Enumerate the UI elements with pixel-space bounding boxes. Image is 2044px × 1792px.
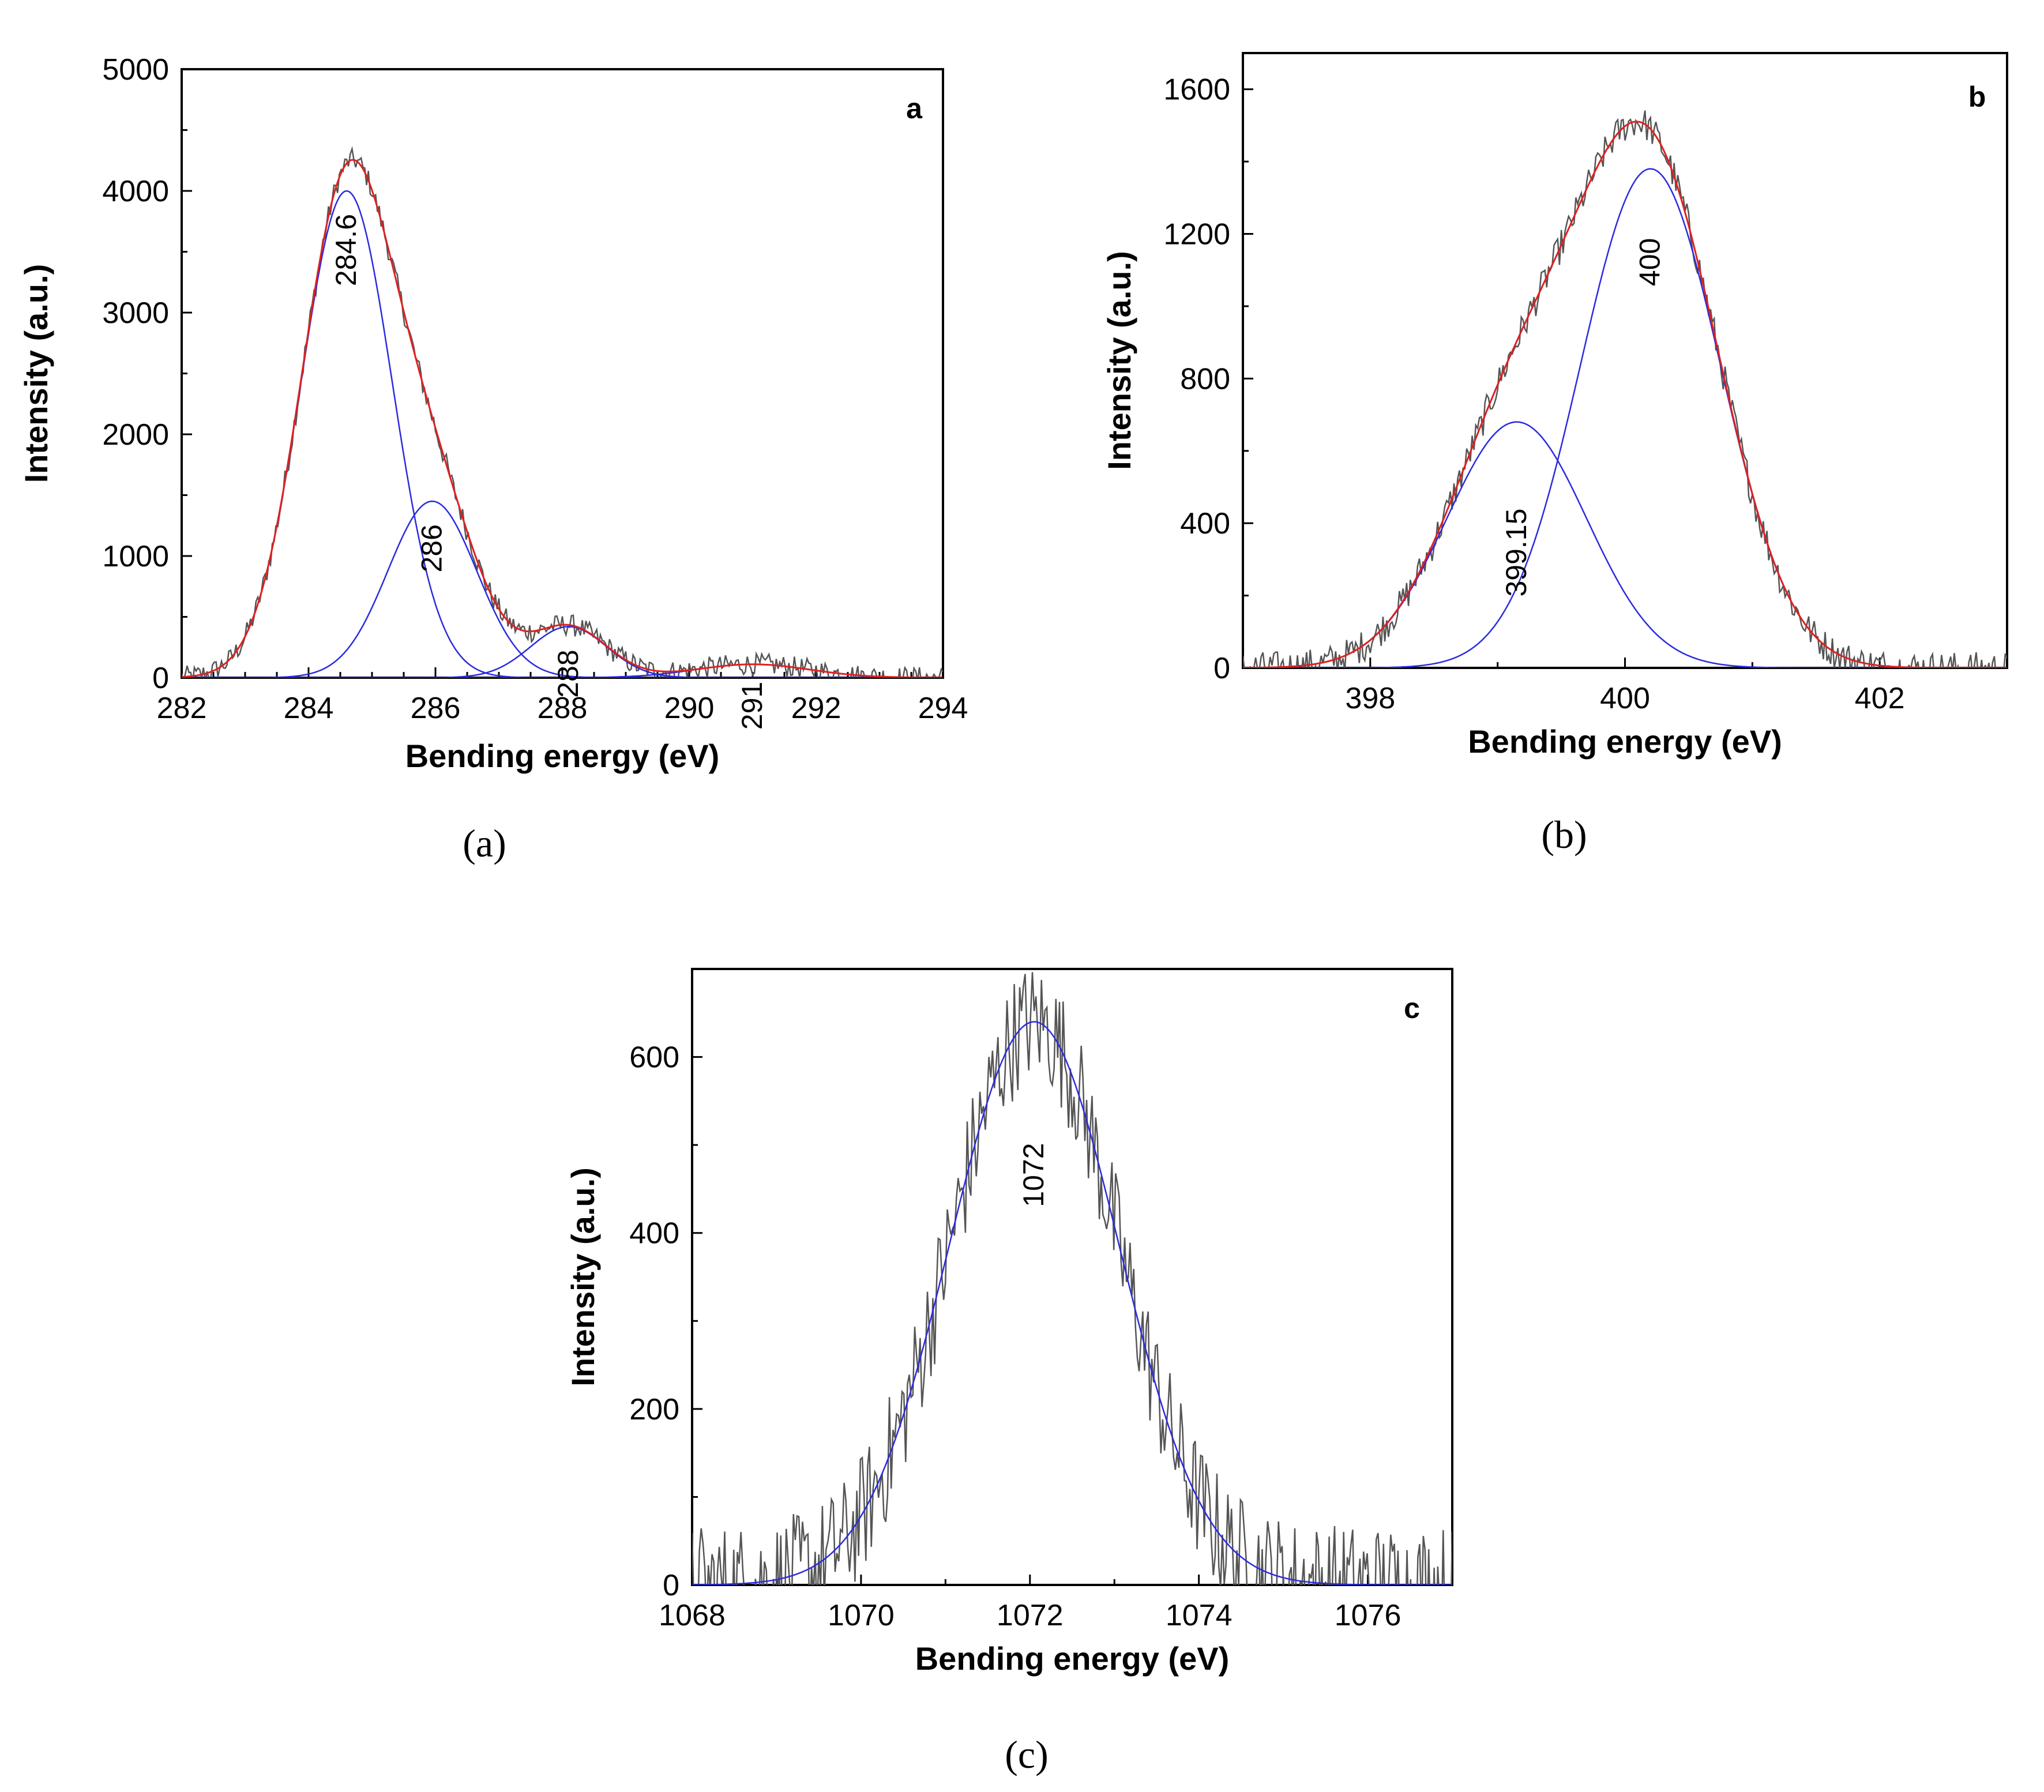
x-axis-title: Bending energy (eV) xyxy=(405,738,720,774)
y-tick-label: 200 xyxy=(629,1393,679,1426)
plot-area xyxy=(1243,110,2007,668)
panel-caption: (c) xyxy=(1005,1733,1048,1776)
fit-envelope-line xyxy=(1243,121,2007,668)
chart-panel-a: 282 284 286 288 290 292 294 0 1000 2000 3000 4000 50… xyxy=(18,53,968,865)
plot-area xyxy=(692,972,1452,1585)
y-tick-label: 4000 xyxy=(102,175,169,208)
peak-label: 1072 xyxy=(1017,1143,1050,1207)
x-tick-label: 294 xyxy=(918,692,968,725)
plot-area xyxy=(182,146,943,678)
y-tick-label: 2000 xyxy=(102,418,169,452)
x-tick-label: 1076 xyxy=(1335,1599,1402,1632)
panel-letter: c xyxy=(1404,992,1420,1024)
y-axis-title: Intensity (a.u.) xyxy=(565,1167,601,1387)
panel-letter: b xyxy=(1968,81,1986,113)
x-tick-label: 286 xyxy=(411,692,461,725)
x-tick-label: 288 xyxy=(538,692,588,725)
raw-spectrum-line xyxy=(692,972,1452,1585)
peak-label: 399.15 xyxy=(1500,509,1532,597)
panel-caption: (b) xyxy=(1541,813,1587,856)
y-tick-label: 0 xyxy=(663,1569,679,1602)
fit-envelope-line xyxy=(182,159,943,678)
y-tick-label: 800 xyxy=(1180,362,1230,396)
x-tick-label: 1074 xyxy=(1166,1599,1233,1632)
x-tick-label: 398 xyxy=(1345,682,1395,715)
x-tick-label: 402 xyxy=(1855,682,1905,715)
y-tick-label: 1000 xyxy=(102,540,169,573)
panel-letter: a xyxy=(906,92,923,125)
y-axis-title: Intensity (a.u.) xyxy=(1101,251,1137,470)
x-axis-title: Bending energy (eV) xyxy=(915,1640,1230,1677)
plot-frame xyxy=(181,68,944,679)
y-tick-label: 1200 xyxy=(1163,218,1230,251)
y-tick-label: 400 xyxy=(1180,507,1230,540)
plot-frame xyxy=(1242,52,2008,669)
fit-component-line xyxy=(182,626,943,678)
peak-label: 288 xyxy=(552,649,584,697)
x-tick-label: 1072 xyxy=(997,1599,1064,1632)
fit-component-line xyxy=(692,1021,1452,1585)
x-tick-label: 1068 xyxy=(659,1599,726,1632)
raw-spectrum-line xyxy=(1243,110,2007,668)
x-tick-label: 1070 xyxy=(828,1599,895,1632)
x-tick-label: 292 xyxy=(791,692,841,725)
y-tick-label: 0 xyxy=(152,662,169,695)
y-tick-label: 3000 xyxy=(102,296,169,330)
y-tick-label: 400 xyxy=(629,1217,679,1250)
x-tick-label: 400 xyxy=(1600,682,1650,715)
y-tick-label: 5000 xyxy=(102,53,169,87)
y-tick-label: 0 xyxy=(1213,652,1230,685)
peak-label: 286 xyxy=(416,524,448,572)
x-tick-label: 284 xyxy=(284,692,334,725)
chart-panel-c: 1068 1070 1072 1074 1076 0 200 400 600 Bending en… xyxy=(565,968,1453,1776)
x-tick-label: 282 xyxy=(157,692,207,725)
fit-component-line xyxy=(182,500,943,678)
peak-label: 291 xyxy=(736,682,768,730)
plot-frame xyxy=(691,968,1453,1586)
peak-label: 400 xyxy=(1634,238,1666,286)
panel-caption: (a) xyxy=(463,821,506,865)
y-tick-label: 1600 xyxy=(1163,73,1230,107)
fit-component-line xyxy=(182,190,943,678)
x-tick-label: 290 xyxy=(664,692,715,725)
y-tick-label: 600 xyxy=(629,1041,679,1075)
chart-panel-b: 398 400 402 0 400 800 1200 1600 Bending energy (… xyxy=(1101,52,2008,856)
fit-component-line xyxy=(1243,421,2007,668)
y-axis-title: Intensity (a.u.) xyxy=(18,264,54,483)
x-axis-title: Bending energy (eV) xyxy=(1468,723,1782,760)
peak-label: 284.6 xyxy=(330,214,362,286)
